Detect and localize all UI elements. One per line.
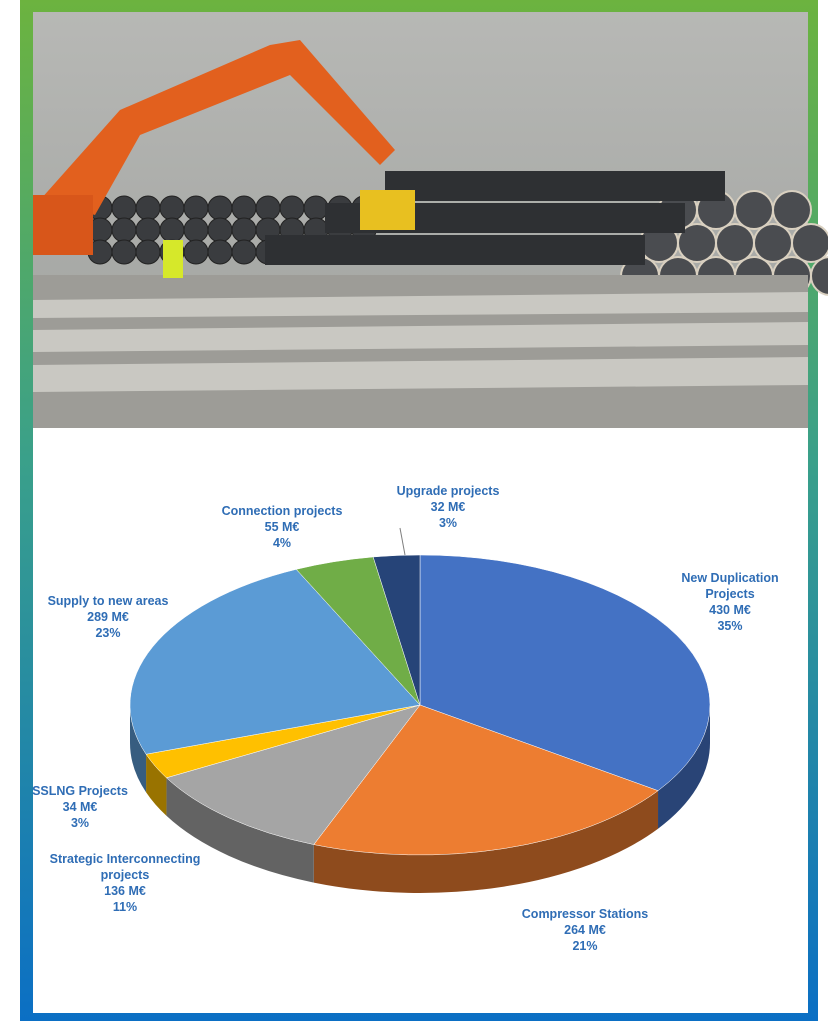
pipe (231, 217, 257, 243)
excavator-arm (40, 40, 395, 215)
label-value: 34 M€ (62, 800, 98, 814)
slice-label: Strategic Interconnecting projects 136 M€… (40, 851, 210, 915)
label-name: Upgrade projects (396, 484, 500, 498)
pipe (159, 217, 185, 243)
label-percent: 4% (272, 536, 292, 550)
label-percent: 3% (70, 816, 90, 830)
slice-label: Supply to new areas 289 M€ 23% (33, 593, 183, 641)
pipe (207, 239, 233, 265)
label-percent: 35% (717, 619, 743, 633)
pipe (385, 171, 725, 201)
pipe (231, 239, 257, 265)
pipe (111, 195, 137, 221)
slice-side (313, 790, 659, 893)
pipe (255, 195, 281, 221)
label-name: Compressor Stations (521, 907, 649, 921)
pipe (265, 235, 645, 265)
label-value: 136 M€ (104, 884, 146, 898)
geotextile (33, 292, 808, 392)
pipe (183, 195, 209, 221)
label-name: Supply to new areas (47, 594, 169, 608)
pipe (135, 239, 161, 265)
slice-side (658, 705, 710, 829)
pipe (734, 190, 774, 230)
label-value: 32 M€ (430, 500, 466, 514)
label-value: 55 M€ (264, 520, 300, 534)
label-value: 264 M€ (564, 923, 606, 937)
slice (419, 554, 711, 791)
label-percent: 21% (572, 939, 598, 953)
pipe (135, 195, 161, 221)
label-percent: 23% (95, 626, 121, 640)
worker (163, 240, 183, 278)
lifter (360, 190, 415, 230)
label-name: Connection projects (221, 504, 343, 518)
leader-line (399, 527, 406, 556)
slice-side (130, 705, 147, 793)
pipe (183, 217, 209, 243)
slice-side (166, 777, 314, 883)
pipe (159, 195, 185, 221)
pipe (279, 195, 305, 221)
label-name: SSLNG Projects (32, 784, 128, 798)
slice-label: SSLNG Projects 34 M€ 3% (25, 783, 135, 831)
pipe (207, 217, 233, 243)
slice-label: Upgrade projects 32 M€ 3% (388, 483, 508, 531)
label-value: 430 M€ (709, 603, 751, 617)
slice-label: Connection projects 55 M€ 4% (212, 503, 352, 551)
pipe (207, 195, 233, 221)
label-percent: 3% (438, 516, 458, 530)
pipe (111, 239, 137, 265)
pipe (183, 239, 209, 265)
slice-label: Compressor Stations 264 M€ 21% (515, 906, 655, 954)
slice-side (146, 754, 167, 816)
pipe (772, 190, 812, 230)
pipe (753, 223, 793, 263)
slice-label: New Duplication Projects 430 M€ 35% (670, 570, 790, 634)
pipe (111, 217, 137, 243)
label-name: New Duplication Projects (681, 571, 779, 601)
label-value: 289 M€ (87, 610, 129, 624)
label-percent: 11% (112, 900, 138, 914)
slice (165, 704, 421, 845)
pipe (791, 223, 828, 263)
pie-chart (129, 554, 711, 893)
slice (313, 704, 659, 856)
slice (129, 569, 421, 755)
pipe (231, 195, 257, 221)
pipe (715, 223, 755, 263)
pipe (303, 195, 329, 221)
excavator-cab (33, 195, 93, 255)
pipe (135, 217, 161, 243)
slice (372, 554, 421, 706)
label-name: Strategic Interconnecting projects (49, 852, 201, 882)
pipe (810, 256, 828, 296)
